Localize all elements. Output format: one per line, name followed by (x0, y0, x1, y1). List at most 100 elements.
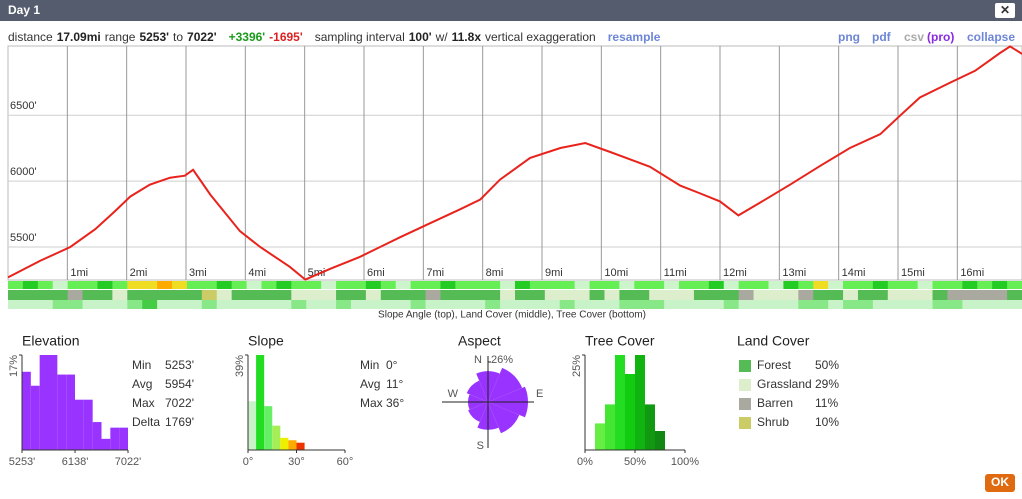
histogram-bar (39, 355, 49, 450)
strip-cell (515, 290, 531, 300)
stat-name: Min (360, 358, 379, 372)
strip-cell (574, 281, 591, 289)
r-tick-label: 26% (491, 354, 513, 366)
stats-item: -1695' (269, 30, 303, 44)
strip-cell (380, 290, 397, 300)
strip-cell (365, 290, 382, 300)
stats-item: range (105, 30, 136, 44)
export-link[interactable]: pdf (872, 30, 892, 44)
strip-cell (52, 281, 69, 289)
resample-link[interactable]: resample (608, 30, 661, 44)
histogram-bar (296, 442, 305, 450)
strip-cell (157, 290, 173, 300)
strip-cell (380, 281, 397, 289)
y-tick-label: 5500' (10, 232, 37, 244)
strip-cell (529, 290, 546, 300)
strip-cell (82, 281, 98, 289)
strip-cell (589, 300, 605, 309)
stat-value: 5954' (165, 377, 194, 391)
strip-cell (649, 290, 665, 300)
stat-value: 0° (386, 358, 398, 372)
stats-item: 17.09mi (57, 30, 101, 44)
x-tick-label: 0° (243, 456, 254, 468)
export-link[interactable]: collapse (967, 30, 1015, 44)
ok-button[interactable] (985, 474, 1015, 492)
strip-cell (276, 300, 292, 309)
strip-cell (574, 300, 591, 309)
stat-value: 5253' (165, 358, 194, 372)
strip-cell (112, 281, 128, 289)
strip-cell (902, 281, 919, 289)
strip-cell (67, 281, 84, 289)
export-link[interactable]: csv (904, 30, 924, 44)
strip-cell (216, 290, 233, 300)
strip-cell (231, 300, 248, 309)
strip-cell (768, 300, 784, 309)
strip-cell (485, 290, 501, 300)
strip-cell (410, 281, 427, 289)
stats-item: 7022' (187, 30, 217, 44)
strip-cell (544, 300, 561, 309)
strip-cell (693, 290, 710, 300)
strip-cell (172, 281, 188, 289)
strip-cell (649, 281, 665, 289)
strip-cell (649, 300, 665, 309)
strip-cell (142, 290, 158, 300)
stats-item: 11.8x (452, 30, 482, 44)
legend-swatch (739, 417, 751, 429)
plot-area (7, 45, 1022, 281)
x-tick-label: 7022' (115, 456, 142, 468)
stat-name: Delta (132, 415, 160, 429)
strip-cell (500, 300, 516, 309)
strip-cell (440, 290, 456, 300)
strip-cell (679, 281, 695, 289)
strip-cell (902, 300, 919, 309)
close-button[interactable] (995, 3, 1015, 18)
stats-item: sampling interval (315, 30, 405, 44)
strip-cell (1007, 290, 1022, 300)
histogram-bar (22, 371, 31, 450)
close-icon[interactable]: ✕ (1000, 3, 1010, 17)
x-tick-label: 0% (577, 456, 593, 468)
strip-cell (783, 300, 799, 309)
strip-cell (455, 281, 471, 289)
strip-cell (828, 290, 844, 300)
strip-cell (186, 300, 203, 309)
strip-cell (604, 281, 620, 289)
direction-label: W (448, 388, 459, 400)
stat-value: 7022' (165, 396, 194, 410)
strip-cell (857, 281, 874, 289)
strip-cell (738, 300, 755, 309)
strip-cell (500, 290, 516, 300)
strip-cell (887, 290, 904, 300)
window-title: Day 1 (8, 3, 40, 17)
stats-line: distance 17.09mi range 5253' to 7022' +3396' -1… (8, 30, 661, 44)
strip-cell (515, 300, 531, 309)
strip-caption: Slope Angle (top), Land Cover (middle), … (378, 310, 646, 321)
strip-cell (813, 290, 829, 300)
strip-cell (574, 290, 591, 300)
histogram-bar (645, 404, 655, 450)
strip-cell (887, 281, 904, 289)
export-link[interactable]: png (838, 30, 860, 44)
strip-cell (604, 300, 620, 309)
x-tick-label: 4mi (248, 267, 266, 279)
stat-name: Avg (132, 377, 152, 391)
y-tick-label: 17% (8, 355, 20, 377)
stat-name: Max (360, 396, 383, 410)
strip-cell (321, 300, 337, 309)
y-tick-label: 39% (234, 355, 246, 377)
x-tick-label: 100% (671, 456, 699, 468)
histogram-bar (83, 399, 93, 450)
histogram-bar (66, 374, 75, 450)
export-link[interactable]: (pro) (927, 30, 954, 44)
x-tick-label: 15mi (901, 267, 925, 279)
strip-cell (619, 300, 635, 309)
legend-name: Forest (757, 358, 792, 372)
strip-cell (410, 290, 427, 300)
ok-label[interactable]: OK (991, 475, 1009, 489)
strip-cell (932, 290, 948, 300)
strip-cell (872, 281, 889, 289)
strip-cell (753, 290, 769, 300)
strip-cell (291, 290, 307, 300)
